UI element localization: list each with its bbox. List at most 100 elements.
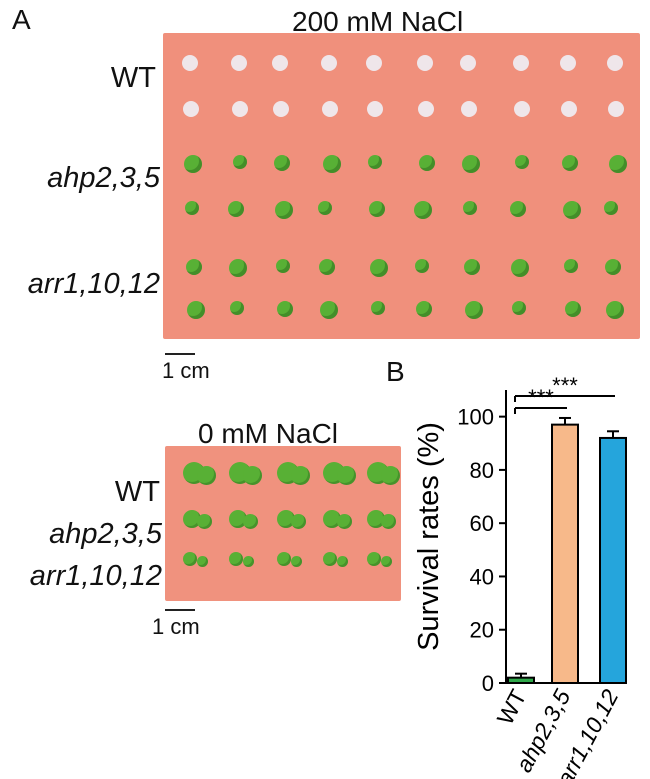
green-seedling [415, 259, 429, 273]
y-axis-label: Survival rates (%) [413, 422, 445, 651]
green-seedling [228, 201, 244, 217]
green-seedling [337, 514, 352, 529]
top-label-wt: WT [110, 62, 156, 94]
bottom-plate-title: 0 mM NaCl [198, 418, 339, 449]
panel-b-letter: B [386, 356, 405, 387]
bleached-seedling [321, 55, 337, 71]
green-seedling [229, 552, 243, 566]
green-seedling [462, 155, 480, 173]
green-seedling [337, 466, 356, 485]
green-seedling [369, 201, 385, 217]
green-seedling [243, 466, 262, 485]
green-seedling [185, 201, 199, 215]
green-seedling [606, 301, 624, 319]
green-seedling [371, 301, 385, 315]
green-seedling [562, 155, 578, 171]
green-seedling [243, 514, 258, 529]
bleached-seedling [366, 55, 382, 71]
bleached-seedling [561, 101, 577, 117]
green-seedling [563, 201, 581, 219]
green-seedling [277, 510, 295, 528]
scale-label-top: 1 cm [162, 358, 210, 383]
green-seedling [320, 301, 338, 319]
green-seedling [515, 155, 529, 169]
green-seedling [605, 259, 621, 275]
bleached-seedling [461, 101, 477, 117]
y-tick-label: 60 [470, 511, 494, 536]
survival-bar-chart: Survival rates (%) 0 20 40 60 80 100 ****** W… [413, 373, 627, 779]
bar [507, 676, 535, 685]
top-plate-title: 200 mM NaCl [292, 6, 464, 37]
green-seedling [381, 556, 392, 567]
green-seedling [291, 556, 302, 567]
significance-label: *** [552, 373, 578, 398]
green-seedling [319, 259, 335, 275]
green-seedling [275, 201, 293, 219]
green-seedling [229, 259, 247, 277]
green-seedling [565, 301, 581, 317]
salt-plate-photo [163, 33, 640, 339]
green-seedling [368, 155, 382, 169]
green-seedling [184, 155, 202, 173]
bleached-seedling [418, 101, 434, 117]
green-seedling [367, 510, 385, 528]
green-seedling [370, 259, 388, 277]
bleached-seedling [182, 55, 198, 71]
bleached-seedling [273, 101, 289, 117]
green-seedling [233, 155, 247, 169]
bleached-seedling [232, 101, 248, 117]
green-seedling [323, 510, 341, 528]
green-seedling [416, 301, 432, 317]
green-seedling [512, 301, 526, 315]
green-seedling [229, 510, 247, 528]
green-seedling [510, 201, 526, 217]
scale-bar-top [165, 353, 195, 355]
y-tick-label: 100 [457, 405, 494, 430]
green-seedling [323, 552, 337, 566]
green-seedling [323, 155, 341, 173]
bleached-seedling [514, 101, 530, 117]
y-tick-label: 0 [482, 671, 494, 696]
bleached-seedling [272, 55, 288, 71]
scale-label-bottom: 1 cm [152, 614, 200, 639]
bleached-seedling [513, 55, 529, 71]
green-seedling [183, 510, 201, 528]
panel-a-letter: A [12, 4, 31, 35]
bleached-seedling [608, 101, 624, 117]
green-seedling [564, 259, 578, 273]
green-seedling [186, 259, 202, 275]
green-seedling [243, 556, 254, 567]
y-tick-label: 20 [470, 618, 494, 643]
green-seedling [463, 201, 477, 215]
green-seedling [291, 466, 310, 485]
bleached-seedling [417, 55, 433, 71]
bottom-label-ahp: ahp2,3,5 [49, 518, 162, 550]
green-seedling [197, 514, 212, 529]
green-seedling [381, 466, 400, 485]
green-seedling [277, 552, 291, 566]
bleached-seedling [607, 55, 623, 71]
green-seedling [277, 301, 293, 317]
green-seedling [367, 552, 381, 566]
green-seedling [183, 552, 197, 566]
green-seedling [604, 201, 618, 215]
green-seedling [414, 201, 432, 219]
significance-label: *** [528, 385, 554, 410]
green-seedling [609, 155, 627, 173]
bleached-seedling [560, 55, 576, 71]
green-seedling [276, 259, 290, 273]
green-seedling [337, 556, 348, 567]
green-seedling [511, 259, 529, 277]
bleached-seedling [231, 55, 247, 71]
green-seedling [274, 155, 290, 171]
y-tick-label: 40 [470, 564, 494, 589]
green-seedling [197, 556, 208, 567]
bar [551, 423, 579, 685]
green-seedling [465, 301, 483, 319]
bottom-label-arr: arr1,10,12 [29, 560, 162, 592]
scale-bar-bottom [165, 609, 195, 611]
x-tick-label: WT [492, 685, 532, 729]
bottom-label-wt: WT [114, 476, 160, 508]
top-label-arr: arr1,10,12 [27, 268, 160, 300]
y-tick-label: 80 [470, 458, 494, 483]
